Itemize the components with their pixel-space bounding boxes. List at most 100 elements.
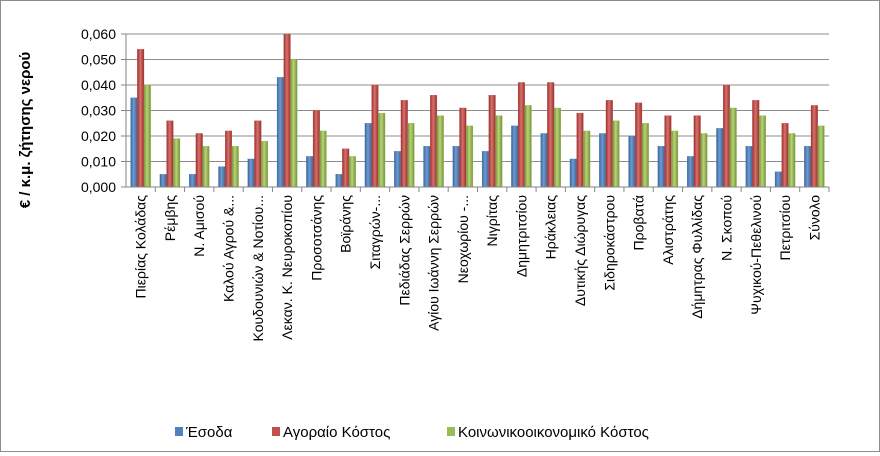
bar-koinonikooikonomiko-kostos <box>319 130 327 188</box>
bar-koinonikooikonomiko-kostos <box>671 130 679 188</box>
bar-koinonikooikonomiko-kostos <box>788 133 796 188</box>
x-tick-label: Πιερίας Κολάδας <box>133 195 149 299</box>
bar-agoraio-kostos <box>664 115 672 188</box>
bar-agoraio-kostos <box>283 33 291 188</box>
bar-esoda <box>189 174 197 188</box>
bar-esoda <box>423 146 431 188</box>
bar-agoraio-kostos <box>225 130 233 188</box>
legend-label: Κοινωνικοοικονομικό Κόστος <box>458 424 649 441</box>
y-tick-label: 0,060 <box>81 26 116 42</box>
x-tick-label: Λεκαν. Κ. Νευροκοπίου <box>279 195 295 340</box>
bar-esoda <box>599 133 607 188</box>
x-tick-label: Βοϊράνης <box>338 195 354 253</box>
bar-koinonikooikonomiko-kostos <box>173 138 181 188</box>
bar-koinonikooikonomiko-kostos <box>729 107 737 188</box>
bar-agoraio-kostos <box>254 120 262 188</box>
bar-koinonikooikonomiko-kostos <box>817 125 825 188</box>
x-tick-label: Καλού Αγρού &... <box>221 195 237 302</box>
x-axis: Πιερίας Κολάδας Ρέμβης Ν. Αμισού Καλού Αγρο… <box>126 186 830 341</box>
x-tick-label: Προβατά <box>631 195 647 250</box>
bar-agoraio-kostos <box>137 49 145 188</box>
bar-agoraio-kostos <box>195 133 203 188</box>
x-tick-label: Δυτικής Διώρυγας <box>572 195 588 306</box>
bar-koinonikooikonomiko-kostos <box>261 140 269 188</box>
bar-agoraio-kostos <box>781 123 789 188</box>
legend-label: Αγοραίο Κόστος <box>283 424 390 441</box>
bar-koinonikooikonomiko-kostos <box>290 59 298 188</box>
bar-agoraio-kostos <box>547 82 555 188</box>
bar-esoda <box>804 146 812 188</box>
bar-koinonikooikonomiko-kostos <box>407 123 415 188</box>
bar-esoda <box>745 146 753 188</box>
bar-esoda <box>247 158 255 188</box>
y-tick-label: 0,000 <box>81 179 116 195</box>
bar-koinonikooikonomiko-kostos <box>466 125 474 188</box>
legend-swatch <box>272 427 280 436</box>
bar-agoraio-kostos <box>488 95 496 188</box>
bar-esoda <box>306 156 314 188</box>
x-tick-label: Κουδουνιών & Νοτίου... <box>250 195 266 341</box>
bar-koinonikooikonomiko-kostos <box>641 123 649 188</box>
y-tick-label: 0,010 <box>81 154 116 170</box>
bar-agoraio-kostos <box>605 100 613 188</box>
bar-agoraio-kostos <box>752 100 760 188</box>
bar-esoda <box>511 125 519 188</box>
x-tick-label: Ν. Αμισού <box>191 195 207 257</box>
x-tick-label: Πετριτσίου <box>777 195 793 260</box>
bar-agoraio-kostos <box>312 110 320 188</box>
bar-koinonikooikonomiko-kostos <box>612 120 620 188</box>
legend: Έσοδα Αγοραίο Κόστος Κοινωνικοοικονομικό Κ… <box>175 424 649 441</box>
bar-esoda <box>130 97 138 188</box>
bar-koinonikooikonomiko-kostos <box>143 84 151 188</box>
bar-esoda <box>716 128 724 188</box>
y-axis-label: € / κ.μ. ζήτησης νερού <box>17 51 34 208</box>
grid-layer <box>126 33 829 188</box>
bar-koinonikooikonomiko-kostos <box>583 130 591 188</box>
x-tick-label: Προσοτσάνης <box>308 195 324 281</box>
y-tick-label: 0,050 <box>81 52 116 68</box>
bar-agoraio-kostos <box>722 84 730 188</box>
bar-koinonikooikonomiko-kostos <box>231 146 239 188</box>
x-tick-label: Πεδιάδας Σερρών <box>396 195 412 306</box>
bar-esoda <box>394 151 402 188</box>
x-tick-label: Ηράκλειας <box>543 195 559 260</box>
bar-esoda <box>657 146 665 188</box>
bar-agoraio-kostos <box>517 82 525 188</box>
bar-agoraio-kostos <box>693 115 701 188</box>
x-tick-label: Σύνολο <box>806 195 822 241</box>
bar-esoda <box>335 174 343 188</box>
legend-swatch <box>447 427 455 436</box>
x-tick-label: Δήμητρας Φυλλίδας <box>689 195 705 319</box>
bar-esoda <box>774 171 782 188</box>
bar-agoraio-kostos <box>430 95 438 188</box>
bar-esoda <box>628 135 636 188</box>
bars <box>130 33 825 188</box>
bar-koinonikooikonomiko-kostos <box>378 112 386 188</box>
bar-esoda <box>481 151 489 188</box>
bar-esoda <box>540 133 548 188</box>
x-tick-label: Νεοχωρίου -... <box>455 195 471 283</box>
bar-koinonikooikonomiko-kostos <box>758 115 766 188</box>
bar-agoraio-kostos <box>459 107 467 188</box>
legend-swatch <box>175 427 183 436</box>
y-axis: 0,000 0,010 0,020 0,030 0,040 0,050 0,060 <box>81 26 127 195</box>
bar-koinonikooikonomiko-kostos <box>700 133 708 188</box>
bar-agoraio-kostos <box>810 105 818 188</box>
x-tick-label: Αλιστράτης <box>660 195 676 265</box>
x-tick-label: Ρέμβης <box>162 195 178 241</box>
x-tick-label: Αγίου Ιωάννη Σερρών <box>426 195 442 331</box>
bar-koinonikooikonomiko-kostos <box>202 146 210 188</box>
bar-agoraio-kostos <box>342 148 350 188</box>
bar-esoda <box>218 166 226 188</box>
y-tick-label: 0,020 <box>81 128 116 144</box>
bar-esoda <box>276 77 284 188</box>
bar-esoda <box>159 174 167 188</box>
x-tick-label: Νιγρίτας <box>484 195 500 247</box>
x-tick-label: Σιδηροκάστρου <box>601 195 617 291</box>
bar-agoraio-kostos <box>635 102 643 188</box>
bar-koinonikooikonomiko-kostos <box>348 156 356 188</box>
bar-koinonikooikonomiko-kostos <box>495 115 503 188</box>
x-tick-label: Δημητριτσίου <box>513 195 529 277</box>
